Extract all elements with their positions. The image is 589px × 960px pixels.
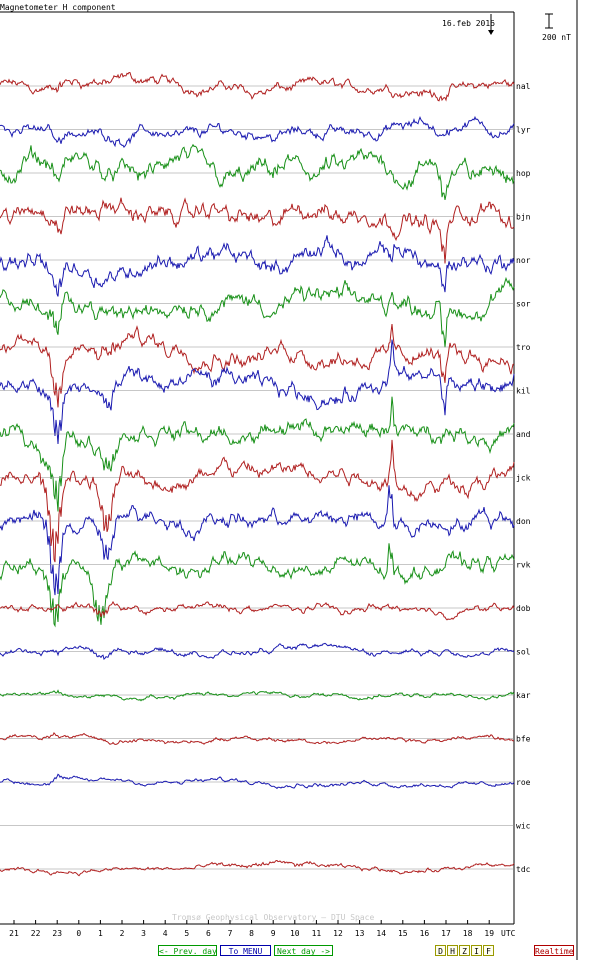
x-tick-label-6: 6 (206, 929, 211, 938)
component-f-button[interactable]: F (483, 945, 494, 956)
x-axis: 21 22 23 0 1 2 3 4 5 6 7 8 9 10 11 12 13 14 15 16 17 18 19 (9, 920, 494, 938)
scale-bar-icon (545, 13, 553, 29)
station-label-bjn: bjn (516, 213, 531, 222)
x-tick-label-9: 9 (271, 929, 276, 938)
station-label-lyr: lyr (516, 126, 531, 135)
series-line-don (0, 485, 515, 596)
station-traces: nal lyr hop bjn nor sor tro kil and jck don rvk dob s… (0, 71, 531, 877)
realtime-button[interactable]: Realtime (534, 945, 574, 956)
component-d-button[interactable]: D (435, 945, 446, 956)
x-tick-label-12: 12 (333, 929, 343, 938)
series-line-and (0, 396, 515, 512)
x-tick-label-10: 10 (290, 929, 300, 938)
x-tick-label-13: 13 (355, 929, 365, 938)
x-tick-label-7: 7 (228, 929, 233, 938)
series-line-tro (0, 323, 515, 408)
station-label-kil: kil (516, 387, 531, 396)
x-tick-label-14: 14 (376, 929, 386, 938)
series-line-bjn (0, 197, 515, 264)
x-tick-label-5: 5 (184, 929, 189, 938)
menu-button[interactable]: To MENU (220, 945, 271, 956)
x-tick-label-18: 18 (463, 929, 473, 938)
series-line-bfe (0, 732, 514, 745)
x-tick-label-4: 4 (163, 929, 168, 938)
scale-label: 200 nT (542, 33, 571, 42)
date-label: 16.feb 2016 (442, 19, 495, 28)
x-tick-label-23: 23 (52, 929, 62, 938)
series-line-kil (0, 339, 515, 445)
x-tick-label-11: 11 (312, 929, 322, 938)
x-tick-label-22: 22 (31, 929, 41, 938)
prev-day-button[interactable]: <- Prev. day (158, 945, 217, 956)
x-tick-label-21: 21 (9, 929, 19, 938)
station-label-roe: roe (516, 778, 531, 787)
x-tick-label-16: 16 (420, 929, 430, 938)
series-line-hop (0, 143, 515, 200)
series-line-lyr (0, 115, 515, 148)
x-tick-label-2: 2 (120, 929, 125, 938)
x-tick-label-8: 8 (249, 929, 254, 938)
series-line-dob (0, 600, 515, 621)
chart-title: Magnetometer H component (0, 3, 116, 12)
station-label-kar: kar (516, 691, 531, 700)
component-selector: D H Z I F (435, 945, 495, 956)
series-line-tdc (0, 859, 515, 877)
station-label-dob: dob (516, 604, 531, 613)
series-line-kar (0, 689, 515, 702)
station-label-don: don (516, 517, 531, 526)
series-line-rvk (0, 543, 515, 628)
component-z-button[interactable]: Z (459, 945, 470, 956)
series-line-jck (0, 439, 515, 563)
station-label-sol: sol (516, 648, 531, 657)
station-label-nal: nal (516, 82, 531, 91)
station-label-sor: sor (516, 300, 531, 309)
station-label-nor: nor (516, 256, 531, 265)
x-tick-label-15: 15 (398, 929, 408, 938)
series-line-nal (0, 71, 515, 102)
x-tick-label-3: 3 (141, 929, 146, 938)
series-line-sol (0, 642, 515, 661)
series-line-nor (0, 235, 515, 297)
station-label-bfe: bfe (516, 735, 531, 744)
x-tick-label-0: 0 (76, 929, 81, 938)
date-arrow-icon (488, 14, 494, 35)
station-label-and: and (516, 430, 531, 439)
station-label-wic: wic (516, 822, 531, 831)
x-tick-label-19: 19 (484, 929, 494, 938)
series-line-sor (0, 276, 515, 348)
x-axis-unit: UTC (501, 929, 516, 938)
next-day-button[interactable]: Next day -> (274, 945, 333, 956)
station-label-hop: hop (516, 169, 531, 178)
x-tick-label-1: 1 (98, 929, 103, 938)
station-label-jck: jck (516, 474, 531, 483)
station-label-tro: tro (516, 343, 531, 352)
footer-credit: Tromsø Geophysical Observatory – DTU Spa… (172, 913, 374, 922)
series-line-roe (0, 773, 515, 790)
station-label-tdc: tdc (516, 865, 531, 874)
x-tick-label-17: 17 (441, 929, 451, 938)
component-h-button[interactable]: H (447, 945, 458, 956)
component-i-button[interactable]: I (471, 945, 482, 956)
station-label-rvk: rvk (516, 561, 531, 570)
